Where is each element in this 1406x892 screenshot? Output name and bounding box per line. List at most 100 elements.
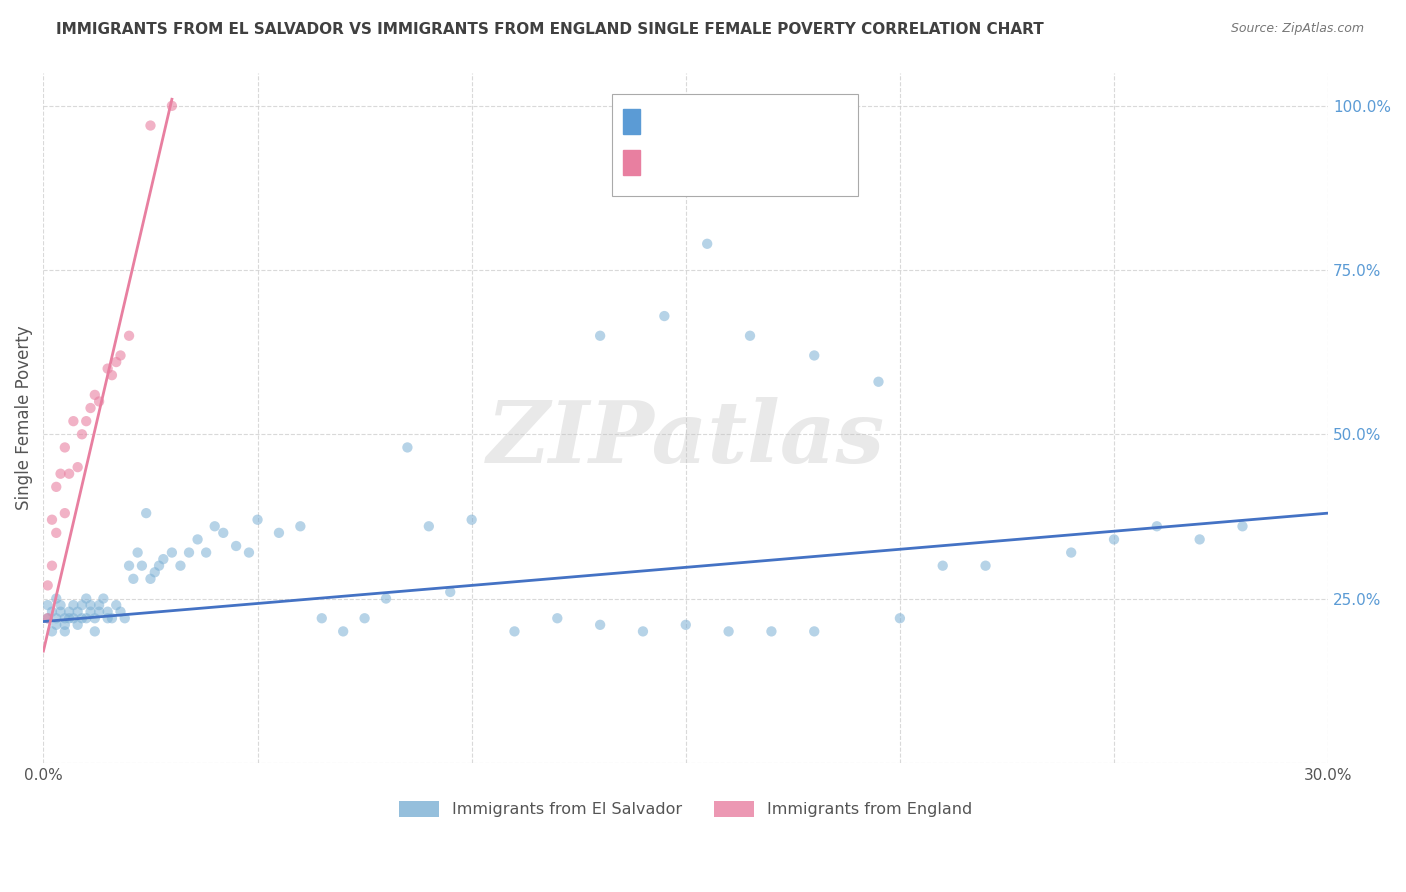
Point [1102, 533, 1125, 547]
Point [75, 414, 97, 428]
Point [1232, 519, 1254, 533]
Point [66, 617, 89, 632]
Point [238, 545, 260, 559]
Point [53, 611, 76, 625]
Point [396, 441, 419, 455]
Point [143, 566, 166, 580]
Text: N = 86: N = 86 [745, 114, 803, 128]
Point [131, 558, 153, 573]
Point [49, 598, 72, 612]
Point [267, 525, 290, 540]
Point [160, 545, 183, 559]
Point [139, 572, 162, 586]
Point [204, 519, 226, 533]
Point [45, 591, 67, 606]
Point [58, 605, 80, 619]
Point [546, 611, 568, 625]
Point [696, 236, 718, 251]
Text: ZIPatlas: ZIPatlas [486, 397, 884, 480]
Point [83, 388, 105, 402]
Point [53, 441, 76, 455]
Text: N = 24: N = 24 [745, 155, 803, 169]
Point [803, 349, 825, 363]
Point [70, 427, 93, 442]
Point [118, 558, 141, 573]
Point [45, 617, 67, 632]
Point [135, 506, 157, 520]
Point [83, 611, 105, 625]
Point [66, 460, 89, 475]
Point [101, 368, 124, 383]
Point [503, 624, 526, 639]
Point [37, 598, 59, 612]
Point [974, 558, 997, 573]
Point [53, 617, 76, 632]
Point [1060, 545, 1083, 559]
Point [152, 552, 174, 566]
Point [53, 624, 76, 639]
Point [37, 578, 59, 592]
Point [675, 617, 697, 632]
Point [110, 349, 132, 363]
Point [75, 591, 97, 606]
Point [62, 414, 84, 428]
Point [101, 611, 124, 625]
Text: Source: ZipAtlas.com: Source: ZipAtlas.com [1230, 22, 1364, 36]
Point [127, 545, 149, 559]
Point [1188, 533, 1211, 547]
Point [738, 328, 761, 343]
Point [187, 533, 209, 547]
Point [97, 605, 120, 619]
Point [45, 525, 67, 540]
Point [41, 624, 63, 639]
Point [87, 598, 110, 612]
Point [93, 591, 115, 606]
Point [439, 585, 461, 599]
Point [37, 611, 59, 625]
Point [66, 605, 89, 619]
Y-axis label: Single Female Poverty: Single Female Poverty [15, 326, 32, 510]
Point [889, 611, 911, 625]
Point [177, 545, 200, 559]
Point [41, 558, 63, 573]
Point [931, 558, 953, 573]
Point [79, 598, 101, 612]
Point [212, 525, 235, 540]
Text: R = 0.788: R = 0.788 [647, 155, 723, 169]
Point [41, 605, 63, 619]
Point [195, 545, 218, 559]
Text: IMMIGRANTS FROM EL SALVADOR VS IMMIGRANTS FROM ENGLAND SINGLE FEMALE POVERTY COR: IMMIGRANTS FROM EL SALVADOR VS IMMIGRANT… [56, 22, 1045, 37]
Point [589, 328, 612, 343]
Point [49, 467, 72, 481]
Point [105, 598, 128, 612]
Point [353, 611, 375, 625]
Point [79, 605, 101, 619]
Point [332, 624, 354, 639]
Point [717, 624, 740, 639]
Point [45, 480, 67, 494]
Point [246, 513, 269, 527]
Point [139, 119, 162, 133]
Point [122, 572, 145, 586]
Point [114, 611, 136, 625]
Point [79, 401, 101, 415]
Point [97, 361, 120, 376]
Point [58, 611, 80, 625]
Point [868, 375, 890, 389]
Point [83, 624, 105, 639]
Point [654, 309, 676, 323]
Point [1146, 519, 1168, 533]
Point [49, 605, 72, 619]
Point [62, 611, 84, 625]
Point [631, 624, 654, 639]
Point [311, 611, 333, 625]
Point [53, 506, 76, 520]
Legend: Immigrants from El Salvador, Immigrants from England: Immigrants from El Salvador, Immigrants … [394, 795, 979, 824]
Point [70, 598, 93, 612]
Point [97, 611, 120, 625]
Point [110, 605, 132, 619]
Point [87, 605, 110, 619]
Point [118, 328, 141, 343]
Point [418, 519, 440, 533]
Point [45, 611, 67, 625]
